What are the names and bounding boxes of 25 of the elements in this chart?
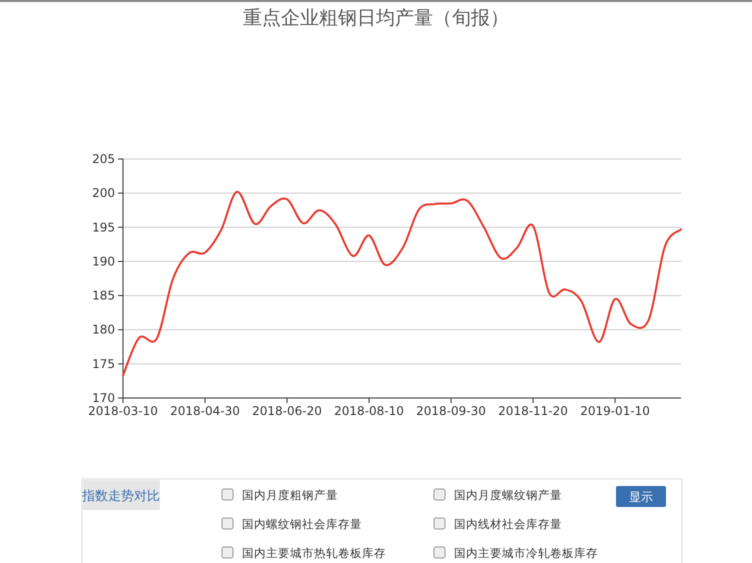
text: 国内月度粗钢产量 <box>242 488 338 502</box>
text: 显示 <box>629 490 653 504</box>
chart-title: 重点企业粗钢日均产量（旬报） <box>243 7 509 29</box>
x-tick-label: 2018-04-30 <box>170 404 240 418</box>
y-tick-label: 180 <box>92 322 115 337</box>
text: 国内主要城市热轧卷板库存 <box>242 546 386 560</box>
text: 国内螺纹钢社会库存量 <box>242 517 362 531</box>
line-series <box>122 190 682 376</box>
y-tick-label: 200 <box>92 186 115 200</box>
x-tick-label: 2019-01-10 <box>580 404 650 418</box>
x-tick-label: 2018-08-10 <box>334 404 404 418</box>
y-tick-label: 175 <box>92 356 115 371</box>
y-tick-label: 205 <box>92 152 115 166</box>
x-tick-label: 2018-11-20 <box>498 404 568 418</box>
text: 国内线材社会库存量 <box>454 517 562 531</box>
y-tick-label: 190 <box>92 254 115 268</box>
y-tick-label: 195 <box>92 220 115 234</box>
y-tick-label: 185 <box>92 288 115 303</box>
text: 国内月度螺纹钢产量 <box>454 488 562 502</box>
x-tick-label: 2018-09-30 <box>416 404 486 418</box>
x-tick-label: 2018-03-10 <box>88 404 158 418</box>
text: 国内主要城市冷轧卷板库存 <box>454 546 598 560</box>
y-tick-label: 170 <box>92 391 115 405</box>
x-tick-label: 2018-06-20 <box>252 404 322 418</box>
text: 指数走势对比 <box>81 489 160 504</box>
